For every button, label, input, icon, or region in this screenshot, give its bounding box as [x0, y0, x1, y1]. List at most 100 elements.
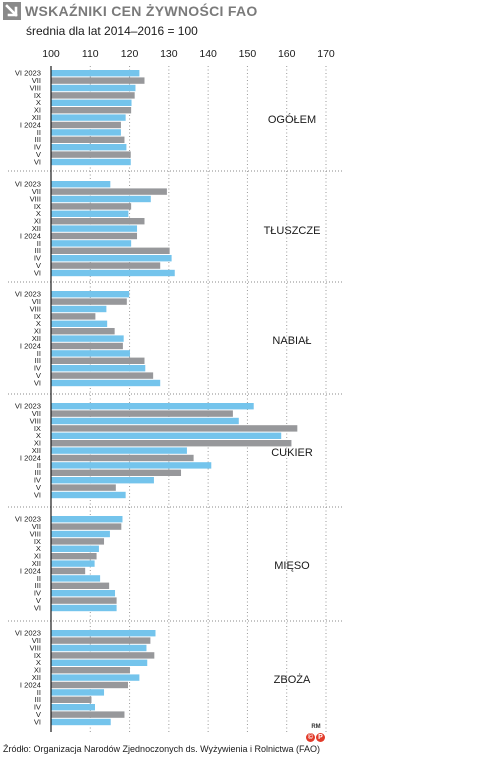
bar-zboża-5 — [51, 667, 130, 674]
bar-zboża-9 — [51, 696, 92, 703]
category-label: X — [36, 209, 41, 218]
bar-ogółem-6 — [51, 114, 126, 121]
bar-mięso-6 — [51, 560, 95, 567]
category-label: VIII — [30, 194, 41, 203]
x-tick-label: 120 — [121, 48, 139, 60]
category-label: III — [35, 246, 41, 255]
category-label: II — [37, 461, 41, 470]
category-label: X — [36, 319, 41, 328]
bar-tłuszcze-12 — [51, 269, 175, 277]
bar-cukier-12 — [51, 491, 126, 499]
bar-nabiał-0 — [51, 291, 130, 298]
bar-cukier-7 — [51, 454, 194, 462]
bar-ogółem-12 — [51, 158, 131, 166]
category-label: XII — [32, 446, 41, 455]
bar-ogółem-2 — [51, 84, 136, 92]
x-tick-label: 100 — [42, 48, 60, 60]
bar-zboża-10 — [51, 704, 95, 711]
category-label: V — [36, 596, 42, 605]
category-label: VI — [34, 378, 41, 387]
bar-mięso-11 — [51, 597, 117, 604]
bar-tłuszcze-5 — [51, 218, 145, 225]
bar-nabiał-9 — [51, 357, 145, 364]
bar-cukier-4 — [51, 432, 282, 439]
bar-mięso-12 — [51, 604, 117, 612]
category-label: VI — [34, 717, 41, 726]
category-label: VIII — [30, 416, 41, 425]
category-label: IV — [34, 364, 42, 373]
category-label: X — [36, 431, 41, 440]
category-label: VII — [32, 187, 41, 196]
bar-cukier-10 — [51, 477, 154, 484]
category-label: XI — [34, 327, 41, 336]
bar-zboża-7 — [51, 681, 128, 689]
x-tick-label: 170 — [317, 48, 335, 60]
bar-tłuszcze-7 — [51, 232, 138, 240]
category-label: III — [35, 695, 41, 704]
category-label: VI 2023 — [15, 180, 41, 189]
bar-nabiał-3 — [51, 313, 96, 320]
bar-ogółem-3 — [51, 92, 135, 99]
bar-tłuszcze-2 — [51, 195, 151, 203]
bar-cukier-8 — [51, 462, 212, 469]
category-label: XII — [32, 673, 41, 682]
category-label: I 2024 — [20, 453, 41, 462]
bar-ogółem-10 — [51, 144, 127, 151]
category-label: V — [36, 483, 42, 492]
category-label: X — [36, 544, 41, 553]
category-label: II — [37, 128, 41, 137]
bar-nabiał-11 — [51, 372, 154, 379]
category-label: I 2024 — [20, 120, 41, 129]
category-label: V — [36, 371, 42, 380]
bar-cukier-2 — [51, 417, 239, 425]
chart-subtitle: średnia dla lat 2014–2016 = 100 — [26, 24, 198, 38]
category-label: IV — [34, 254, 42, 263]
bar-mięso-1 — [51, 523, 122, 530]
category-label: XI — [34, 552, 41, 561]
bar-cukier-0 — [51, 403, 254, 410]
title-row: WSKAŹNIKI CEN ŻYWNOŚCI FAO — [3, 2, 258, 20]
category-label: VI — [34, 157, 41, 166]
category-label: III — [35, 135, 41, 144]
bar-mięso-0 — [51, 516, 123, 523]
bar-zboża-4 — [51, 659, 148, 666]
category-label: VII — [32, 297, 41, 306]
bar-tłuszcze-1 — [51, 188, 167, 195]
bar-zboża-2 — [51, 644, 147, 652]
x-tick-label: 130 — [160, 48, 178, 60]
bar-mięso-3 — [51, 538, 105, 545]
bar-tłuszcze-10 — [51, 255, 172, 262]
panel-label: CUKIER — [271, 447, 313, 459]
panel-label: OGÓŁEM — [268, 113, 316, 126]
bar-mięso-9 — [51, 582, 110, 589]
bar-nabiał-5 — [51, 328, 115, 335]
category-label: XII — [32, 113, 41, 122]
bar-ogółem-1 — [51, 77, 145, 84]
bar-nabiał-1 — [51, 298, 127, 305]
category-label: IX — [34, 312, 41, 321]
category-label: II — [37, 349, 41, 358]
bar-cukier-11 — [51, 484, 116, 491]
category-label: IX — [34, 91, 41, 100]
x-tick-label: 160 — [278, 48, 296, 60]
bar-tłuszcze-8 — [51, 240, 132, 247]
bar-tłuszcze-6 — [51, 225, 138, 232]
rm-logo: RM © P — [304, 724, 328, 746]
category-label: VI 2023 — [15, 629, 41, 638]
category-label: II — [37, 688, 41, 697]
category-label: III — [35, 356, 41, 365]
bar-nabiał-4 — [51, 320, 108, 327]
chart-title: WSKAŹNIKI CEN ŻYWNOŚCI FAO — [25, 3, 258, 19]
x-tick-label: 150 — [239, 48, 257, 60]
bar-cukier-3 — [51, 425, 298, 432]
category-label: I 2024 — [20, 231, 41, 240]
category-label: X — [36, 658, 41, 667]
category-label: IX — [34, 537, 41, 546]
category-label: V — [36, 261, 42, 270]
category-label: V — [36, 710, 42, 719]
arrow-icon — [3, 2, 21, 20]
bar-mięso-10 — [51, 590, 116, 597]
bar-nabiał-6 — [51, 335, 124, 342]
x-tick-label: 140 — [199, 48, 217, 60]
